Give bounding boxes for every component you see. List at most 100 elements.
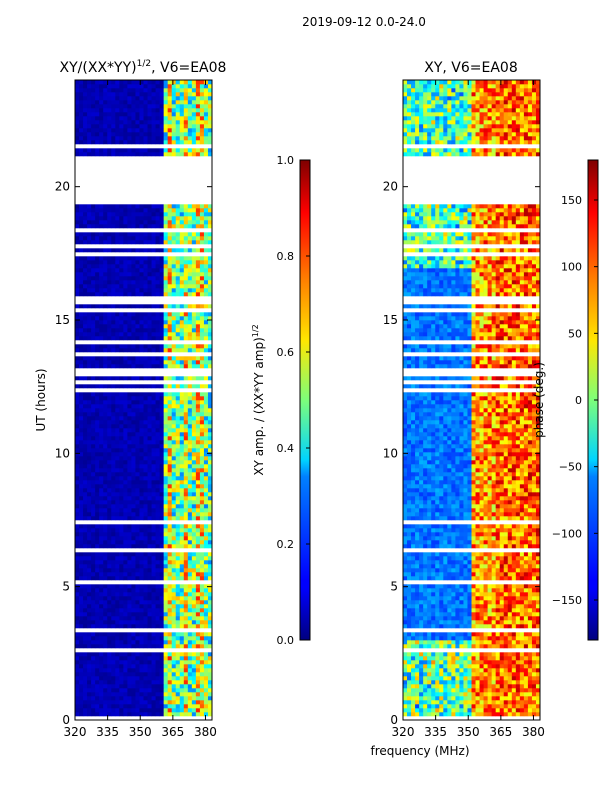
heatmap-cell <box>423 684 428 689</box>
heatmap-cell <box>87 236 92 241</box>
heatmap-cell <box>163 232 168 237</box>
heatmap-cell <box>131 236 136 241</box>
heatmap-cell <box>99 112 104 117</box>
heatmap-cell <box>487 688 492 693</box>
heatmap-cell <box>163 272 168 277</box>
heatmap-cell <box>79 512 84 517</box>
heatmap-cell <box>179 636 185 641</box>
heatmap-cell <box>147 508 152 513</box>
heatmap-cell <box>83 440 88 445</box>
heatmap-cell <box>139 256 144 261</box>
heatmap-cell <box>115 364 120 369</box>
heatmap-cell <box>127 652 132 657</box>
heatmap-cell <box>127 248 132 253</box>
heatmap-cell <box>467 660 472 665</box>
heatmap-cell <box>115 692 120 697</box>
heatmap-cell <box>411 696 416 701</box>
heatmap-cell <box>111 204 116 209</box>
heatmap-cell <box>423 664 428 669</box>
heatmap-cell <box>115 560 120 565</box>
heatmap-cell <box>195 232 201 237</box>
heatmap-cell <box>75 424 80 429</box>
heatmap-cell <box>83 404 88 409</box>
heatmap-cell <box>179 260 185 265</box>
heatmap-cell <box>75 468 80 473</box>
heatmap-cell <box>99 376 104 381</box>
heatmap-cell <box>91 572 96 577</box>
heatmap-cell <box>187 432 193 437</box>
heatmap-cell <box>119 684 124 689</box>
heatmap-cell <box>199 532 205 537</box>
heatmap-cell <box>103 412 108 417</box>
heatmap-cell <box>139 320 144 325</box>
heatmap-cell <box>207 568 212 573</box>
heatmap-cell <box>127 260 132 265</box>
heatmap-cell <box>135 532 140 537</box>
heatmap-cell <box>139 504 144 509</box>
heatmap-cell <box>83 304 88 309</box>
heatmap-cell <box>99 260 104 265</box>
heatmap-cell <box>115 704 120 709</box>
heatmap-cell <box>171 148 177 153</box>
heatmap-cell <box>147 364 152 369</box>
heatmap-cell <box>195 684 201 689</box>
heatmap-cell <box>107 100 112 105</box>
heatmap-cell <box>143 392 148 397</box>
heatmap-cell <box>79 408 84 413</box>
heatmap-cell <box>75 592 80 597</box>
heatmap-cell <box>523 704 529 709</box>
heatmap-cell <box>155 568 160 573</box>
heatmap-cell <box>183 248 189 253</box>
heatmap-cell <box>111 472 116 477</box>
heatmap-cell <box>151 636 156 641</box>
heatmap-cell <box>127 560 132 565</box>
heatmap-cell <box>159 124 164 129</box>
heatmap-cell <box>191 260 197 265</box>
heatmap-cell <box>151 136 156 141</box>
heatmap-cell <box>159 108 164 113</box>
heatmap-cell <box>131 376 136 381</box>
heatmap-cell <box>111 668 116 673</box>
heatmap-cell <box>407 680 412 685</box>
heatmap-cell <box>131 652 136 657</box>
heatmap-cell <box>463 708 468 713</box>
heatmap-cell <box>199 524 205 529</box>
heatmap-cell <box>183 104 189 109</box>
heatmap-cell <box>179 80 185 85</box>
heatmap-cell <box>79 420 84 425</box>
heatmap-cell <box>527 668 533 673</box>
heatmap-cell <box>199 632 205 637</box>
heatmap-cell <box>103 624 108 629</box>
heatmap-cell <box>155 240 160 245</box>
heatmap-cell <box>95 516 100 521</box>
heatmap-cell <box>107 336 112 341</box>
heatmap-cell <box>191 348 197 353</box>
heatmap-cell <box>99 96 104 101</box>
heatmap-cell <box>171 572 177 577</box>
heatmap-cell <box>171 260 177 265</box>
heatmap-cell <box>183 480 189 485</box>
heatmap-cell <box>179 332 185 337</box>
heatmap-cell <box>443 708 448 713</box>
heatmap-cell <box>107 604 112 609</box>
heatmap-cell <box>191 216 197 221</box>
heatmap-cell <box>103 108 108 113</box>
heatmap-cell <box>199 412 205 417</box>
heatmap-cell <box>127 312 132 317</box>
heatmap-cell <box>183 708 189 713</box>
heatmap-cell <box>99 332 104 337</box>
heatmap-cell <box>159 432 164 437</box>
heatmap-cell <box>143 656 148 661</box>
heatmap-cell <box>95 428 100 433</box>
heatmap-cell <box>195 264 201 269</box>
heatmap-cell <box>143 708 148 713</box>
heatmap-cell <box>111 212 116 217</box>
heatmap-cell <box>199 672 205 677</box>
heatmap-cell <box>147 212 152 217</box>
heatmap-cell <box>103 616 108 621</box>
heatmap-cell <box>207 676 212 681</box>
heatmap-cell <box>111 336 116 341</box>
heatmap-cell <box>143 508 148 513</box>
heatmap-cell <box>183 408 189 413</box>
heatmap-cell <box>155 216 160 221</box>
